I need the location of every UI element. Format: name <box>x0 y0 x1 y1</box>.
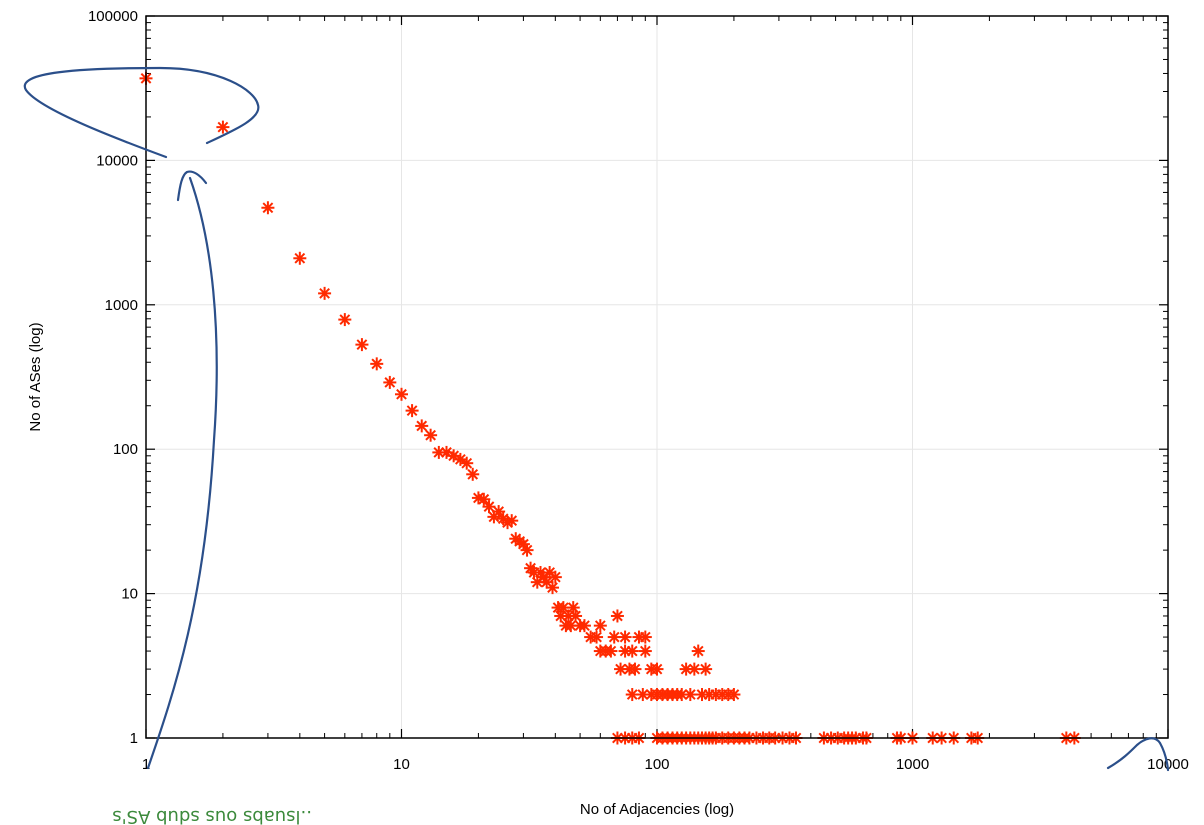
data-point <box>566 601 580 615</box>
data-point <box>383 375 397 389</box>
ink-arrowhead-up <box>176 170 208 202</box>
x-tick-label: 100 <box>644 756 669 773</box>
data-point <box>590 630 604 644</box>
data-point <box>355 338 369 352</box>
x-tick-label: 1 <box>142 756 150 773</box>
data-point <box>687 662 701 676</box>
x-tick-label: 1000 <box>896 756 929 773</box>
grid-lines <box>146 16 1168 738</box>
x-axis-label: No of Adjacencies (log) <box>580 801 734 818</box>
data-point <box>569 609 583 623</box>
data-point <box>293 251 307 265</box>
data-point <box>607 630 621 644</box>
data-point <box>691 644 705 658</box>
data-point <box>618 630 632 644</box>
data-point <box>625 644 639 658</box>
data-point <box>548 570 562 584</box>
data-point <box>699 662 713 676</box>
y-axis-label: No of ASes (log) <box>27 322 44 431</box>
data-point <box>650 662 664 676</box>
y-tick-label: 1 <box>130 730 138 747</box>
y-tick-label: 10000 <box>96 152 138 169</box>
data-point <box>482 500 496 514</box>
data-point <box>636 688 650 702</box>
y-tick-label: 100000 <box>88 8 138 25</box>
data-point <box>405 404 419 418</box>
data-point <box>628 662 642 676</box>
tick-marks <box>145 15 1169 739</box>
data-point <box>520 543 534 557</box>
data-point <box>727 688 741 702</box>
data-point <box>610 609 624 623</box>
ink-loop <box>23 66 260 159</box>
data-point <box>466 467 480 481</box>
y-tick-label: 1000 <box>105 297 138 314</box>
ink-arrow-corner <box>1106 737 1170 772</box>
data-point <box>546 581 560 595</box>
data-point <box>370 357 384 371</box>
y-tick-label: 100 <box>113 441 138 458</box>
data-point <box>477 492 491 506</box>
x-tick-label: 10 <box>393 756 410 773</box>
handwritten-note: ..lsuabs ous sdub AS's <box>112 806 312 825</box>
y-tick-label: 10 <box>121 586 138 603</box>
ink-arrow-up <box>146 176 218 770</box>
data-point <box>338 313 352 327</box>
data-point <box>424 428 438 442</box>
data-point <box>577 619 591 633</box>
data-point <box>261 201 275 215</box>
data-point <box>447 449 461 463</box>
data-point <box>318 286 332 300</box>
data-point <box>505 514 519 528</box>
data-point <box>683 688 697 702</box>
plot-frame <box>145 15 1169 739</box>
data-point <box>593 619 607 633</box>
data-point <box>604 644 618 658</box>
data-point <box>395 387 408 401</box>
data-point <box>415 419 429 433</box>
data-point <box>625 688 639 702</box>
data-point <box>216 120 230 134</box>
data-point <box>638 644 652 658</box>
data-point <box>638 630 652 644</box>
handwritten-annotations: ..lsuabs ous sdub AS's <box>23 66 1170 825</box>
data-point <box>460 456 474 470</box>
